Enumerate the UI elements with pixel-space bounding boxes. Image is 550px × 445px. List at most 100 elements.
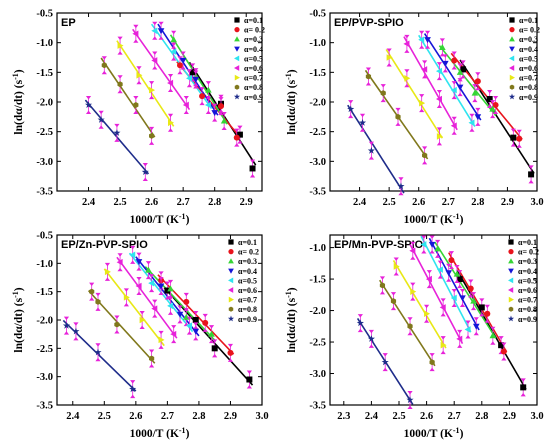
legend-label: α=0.3 [238,257,257,266]
data-point [149,86,156,94]
data-point [183,298,190,305]
error-bar-cap-top [475,107,481,112]
error-bar-cap-bottom [237,140,243,144]
error-bar-cap-bottom [424,319,430,323]
error-bar-cap-bottom [460,74,466,79]
error-bar-cap-bottom [171,57,177,61]
data-point [424,37,431,44]
x-tick-label: 2.7 [161,411,174,422]
y-tick-label: -1.5 [309,68,326,79]
data-point [456,335,463,343]
y-tick-label: -2.0 [36,316,53,327]
data-point [421,66,428,73]
data-point [379,282,386,289]
y-axis-label: ln(dα/dt) (s-1) [284,287,299,352]
y-tick-label: -2.5 [36,127,53,138]
error-bar-cap-top [142,163,148,167]
y-axis-label-exponent: -1 [284,291,293,298]
error-bar-cap-top [440,298,446,302]
series-9 [84,95,149,182]
data-point [358,119,367,126]
error-bar-cap-bottom [133,110,139,114]
green-triangle-marker [508,258,514,264]
error-bar-cap-top [404,69,410,73]
y-axis-label-close: ) [286,69,298,73]
series-2 [158,271,234,362]
error-bar-cap-bottom [410,256,416,260]
data-point [474,114,482,121]
error-bar-cap-bottom [487,104,493,109]
data-point [129,251,136,259]
error-bar-cap-bottom [368,156,374,160]
error-bar-cap-top [424,304,430,309]
data-point [386,54,393,61]
fit-line-series-7 [103,268,165,347]
y-tick-label: -2.0 [309,98,326,109]
series-2 [177,56,240,147]
error-bar-cap-bottom [451,303,457,307]
error-bar-cap-top [136,66,142,70]
fit-line-series-3 [144,266,216,341]
data-point [435,67,442,75]
error-bar-cap-bottom [133,39,139,43]
error-bar-cap-bottom [419,45,425,49]
y-tick-label: -1.0 [36,38,53,49]
error-bar-cap-bottom [398,191,404,196]
error-bar-cap-top [442,54,448,58]
data-point [450,122,457,130]
series-5 [129,245,193,335]
yellow-triangle-marker [509,74,515,81]
x-tick-label: 2.8 [475,411,488,422]
green-triangle-marker [228,258,234,264]
y-tick-label: -1.5 [309,275,326,286]
fit-line-series-4 [428,237,480,331]
x-axis-label-exponent: -1 [453,212,460,221]
magenta-triangle-marker [234,65,240,71]
error-bar-cap-bottom [117,89,123,94]
error-bar-cap-top [390,292,397,296]
y-tick-label: -3.5 [36,187,53,198]
x-tick-label: 2.9 [501,197,514,208]
data-point [135,259,143,266]
error-bar-cap-top [117,75,123,79]
legend-label: α=0.5 [518,276,537,285]
error-bar-cap-bottom [205,110,211,114]
y-axis-label-text: ln(dα/dt) (s [286,79,298,134]
error-bar-cap-top [249,159,256,163]
error-bar-cap-bottom [101,70,107,75]
black-square-marker [228,239,234,245]
error-bar-cap-top [472,84,478,88]
data-point [451,57,458,64]
data-point [233,134,240,141]
green-triangle-marker [234,36,240,42]
error-bar-cap-top [158,271,164,275]
error-bar-cap-bottom [484,319,490,323]
legend: α=0.1α= 0.2α=0.3α=0.4α=0.5α=0.6α=0.7α=0.… [233,16,265,102]
y-tick-label: -2.5 [309,127,326,138]
error-bar-cap-top [101,56,107,60]
x-axis-label: 1000/T (K-1) [130,426,190,441]
error-bar-cap-top [410,282,416,287]
error-bar-cap-top [404,34,410,39]
navy-star-marker [233,93,241,100]
fit-line-series-5 [420,235,472,333]
yellow-triangle-marker [234,74,240,81]
legend-label: α=0.3 [244,35,263,44]
panel-title: EP/Mn-PVP-SPIO [334,239,424,251]
error-bar-cap-bottom [501,356,507,361]
error-bar-cap-top [167,296,174,301]
data-point [456,276,463,283]
error-bar-cap-bottom [167,311,174,315]
error-bar-cap-top [520,378,526,382]
data-point [182,101,189,109]
data-point [72,327,80,335]
x-tick-label: 2.7 [177,197,190,208]
error-bar-cap-bottom [516,144,522,148]
data-point [246,376,253,383]
error-bar-cap-bottom [446,278,452,282]
error-bar-cap-top [152,21,158,26]
error-bar-cap-top [190,63,196,67]
panel-title: EP [61,17,76,29]
error-bar-cap-bottom [152,65,158,70]
error-bar-cap-bottom [104,277,111,281]
